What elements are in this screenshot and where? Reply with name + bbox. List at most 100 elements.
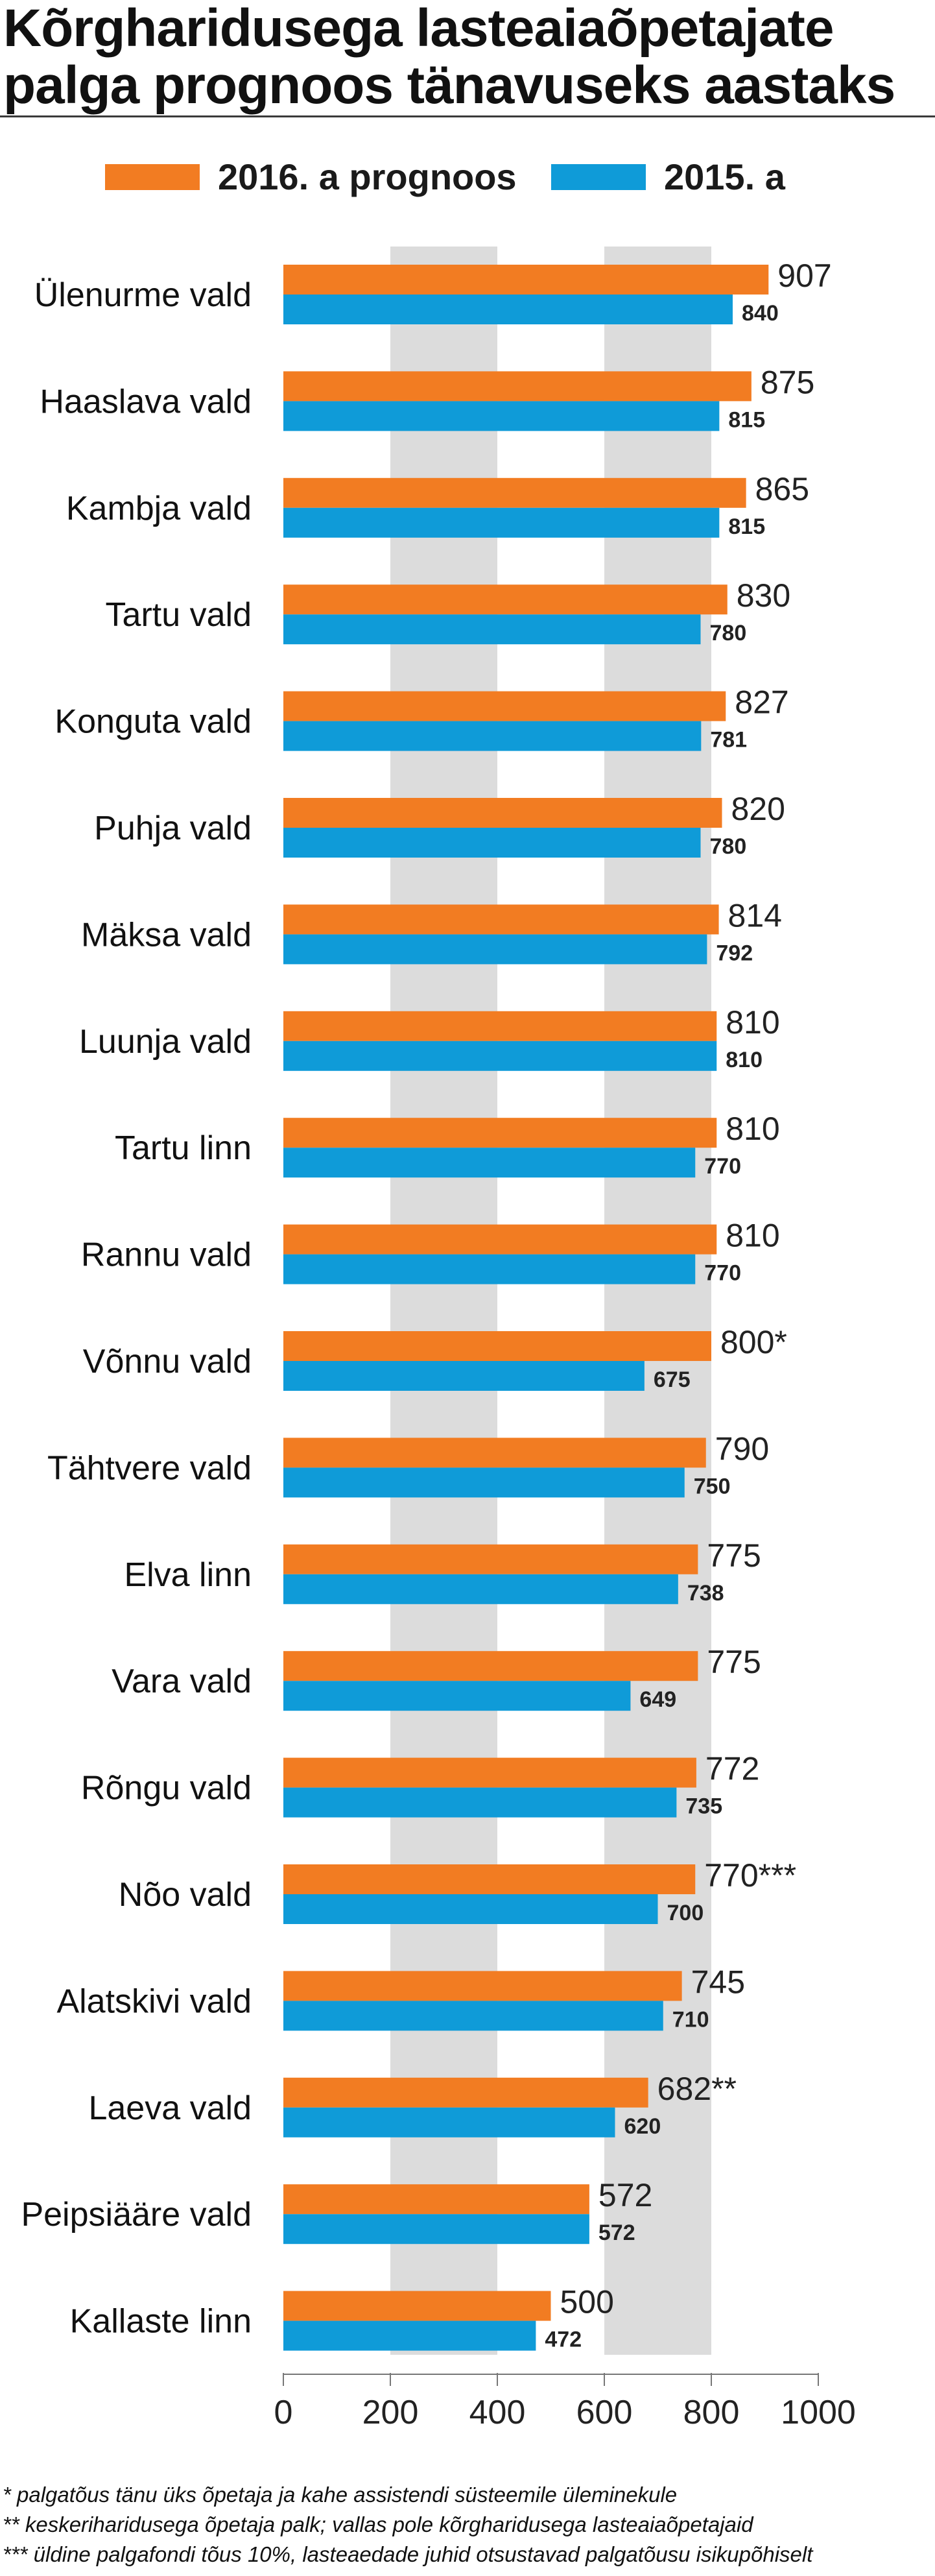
category-label: Ülenurme vald: [34, 276, 252, 314]
category-label: Konguta vald: [54, 703, 252, 741]
category-label: Luunja vald: [79, 1023, 252, 1061]
category-label: Kambja vald: [66, 490, 252, 527]
value-label-2016: 830: [737, 577, 790, 614]
bar-2015: [283, 1574, 678, 1604]
value-label-2016: 814: [728, 897, 782, 933]
chart-title: Kõrgharidusega lasteaiaõpetajate palga p…: [3, 0, 895, 115]
bar-2016: [283, 1438, 706, 1468]
value-label-2015: 710: [672, 2007, 709, 2032]
bar-2015: [283, 1254, 696, 1284]
bar-2016: [283, 1971, 682, 2001]
category-label: Kallaste linn: [70, 2303, 252, 2341]
category-label: Võnnu vald: [83, 1343, 252, 1380]
value-label-2016: 800*: [720, 1324, 787, 1360]
footnote-2: ** keskeriharidusega õpetaja palk; valla…: [3, 2512, 753, 2536]
legend-item-2016: 2016. a prognoos: [105, 156, 517, 198]
value-label-2015: 780: [710, 834, 747, 859]
value-label-2016: 827: [735, 684, 788, 721]
value-label-2015: 620: [624, 2114, 661, 2139]
bar-2015: [283, 507, 720, 538]
bar-2015: [283, 1467, 685, 1498]
bar-2015: [283, 295, 733, 324]
x-tick-label: 200: [362, 2394, 419, 2431]
value-label-2015: 735: [685, 1794, 722, 1819]
bar-2016: [283, 477, 746, 508]
x-tick-label: 800: [683, 2394, 740, 2431]
bar-2016: [283, 1118, 717, 1148]
bar-2015: [283, 2107, 615, 2137]
category-label: Laeva vald: [88, 2089, 252, 2127]
bar-2016: [283, 265, 769, 295]
footnote-1: * palgatõus tänu üks õpetaja ja kahe ass…: [3, 2483, 678, 2507]
bar-2015: [283, 934, 707, 965]
value-label-2015: 738: [687, 1581, 724, 1606]
bar-2016: [283, 1331, 711, 1361]
category-label: Nõo vald: [119, 1876, 252, 1914]
category-label: Vara vald: [112, 1663, 252, 1700]
value-label-2016: 820: [731, 791, 785, 827]
value-label-2016: 865: [755, 471, 809, 507]
x-tick-label: 1000: [781, 2394, 856, 2431]
value-label-2015: 750: [694, 1474, 731, 1499]
value-label-2015: 840: [742, 301, 779, 326]
bar-2016: [283, 798, 722, 828]
grid-band: [604, 247, 711, 2355]
x-tick-label: 0: [274, 2394, 293, 2431]
legend-label-2015: 2015. a: [664, 156, 785, 197]
value-label-2015: 472: [545, 2328, 582, 2352]
value-label-2015: 572: [598, 2221, 635, 2245]
value-label-2016: 745: [691, 1964, 745, 2000]
bar-2016: [283, 584, 728, 615]
value-label-2015: 780: [710, 621, 747, 645]
value-label-2016: 775: [707, 1537, 761, 1574]
category-label: Rannu vald: [81, 1236, 252, 1274]
footnotes: * palgatõus tänu üks õpetaja ja kahe ass…: [3, 2480, 931, 2570]
footnote-3: *** üldine palgafondi tõus 10%, lasteaed…: [3, 2542, 813, 2566]
legend-swatch-2016: [105, 163, 200, 190]
bar-2016: [283, 691, 726, 721]
category-label: Haaslava vald: [40, 383, 252, 420]
value-label-2015: 815: [728, 514, 765, 539]
category-label: Peipsiääre vald: [21, 2196, 252, 2233]
bar-2016: [283, 2184, 589, 2215]
bar-2015: [283, 828, 701, 858]
category-label: Alatskivi vald: [56, 1982, 252, 2020]
value-label-2016: 500: [560, 2284, 614, 2320]
bar-2015: [283, 401, 720, 431]
category-label: Tähtvere vald: [47, 1449, 252, 1487]
value-label-2015: 675: [654, 1367, 691, 1392]
value-label-2016: 875: [761, 364, 814, 400]
x-tick-label: 600: [576, 2394, 633, 2431]
bar-2016: [283, 1224, 717, 1255]
bar-2016: [283, 904, 719, 935]
value-label-2016: 810: [726, 1111, 779, 1147]
bar-2016: [283, 2291, 551, 2321]
bar-2015: [283, 614, 701, 645]
bar-2016: [283, 1651, 698, 1681]
category-label: Tartu linn: [115, 1129, 252, 1167]
bar-2016: [283, 1757, 696, 1788]
bar-2015: [283, 1787, 677, 1818]
bar-2015: [283, 2214, 589, 2245]
bar-2016: [283, 1864, 696, 1894]
category-label: Puhja vald: [94, 810, 252, 847]
bar-2016: [283, 1544, 698, 1574]
value-label-2016: 810: [726, 1004, 779, 1041]
value-label-2015: 792: [716, 941, 753, 965]
category-label: Elva linn: [124, 1556, 252, 1594]
bar-2015: [283, 1148, 696, 1178]
title-divider: [0, 115, 935, 117]
value-label-2015: 770: [704, 1154, 741, 1179]
bar-2015: [283, 1361, 645, 1391]
value-label-2016: 772: [705, 1751, 759, 1787]
value-label-2016: 810: [726, 1218, 779, 1254]
value-label-2015: 770: [704, 1261, 741, 1286]
bar-chart: 0 200 400 600 800 1000 Ülenurme vald 907 840 Haas…: [21, 247, 856, 2431]
category-label: Rõngu vald: [81, 1770, 252, 1807]
bar-2015: [283, 1041, 717, 1071]
value-label-2016: 682**: [657, 2071, 737, 2107]
grid-band: [390, 247, 497, 2355]
legend-swatch-2015: [551, 163, 646, 190]
bar-2015: [283, 2320, 536, 2351]
value-label-2015: 649: [639, 1687, 676, 1712]
